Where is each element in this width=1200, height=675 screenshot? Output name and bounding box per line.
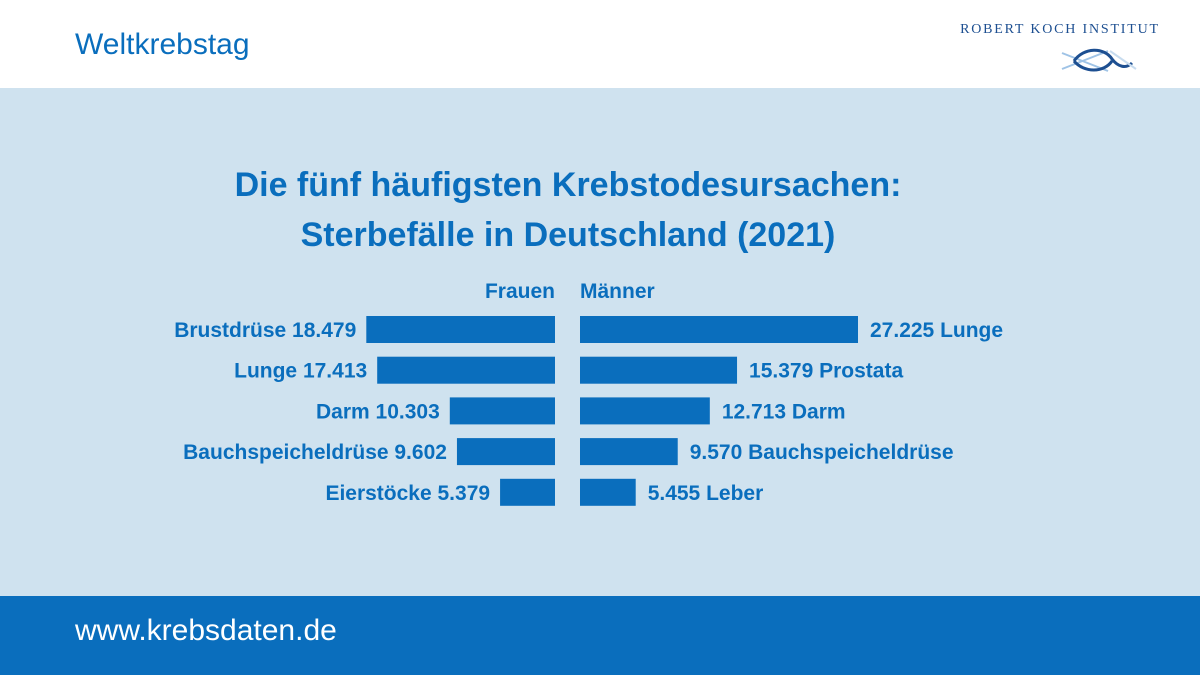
label-maenner-5: 5.455 Leber bbox=[648, 482, 764, 505]
chart-panel: Die fünf häufigsten Krebstodesursachen: … bbox=[0, 88, 1200, 596]
rki-logo: ROBERT KOCH INSTITUT bbox=[960, 22, 1160, 77]
chart-title-line-1: Die fünf häufigsten Krebstodesursachen: bbox=[234, 166, 902, 204]
label-frauen-4: Bauchspeicheldrüse 9.602 bbox=[183, 441, 447, 464]
legend-frauen: Frauen bbox=[485, 280, 555, 303]
chart-title-line-2: Sterbefälle in Deutschland (2021) bbox=[300, 216, 836, 254]
footer-bar: www.krebsdaten.de bbox=[0, 596, 1200, 675]
bar-frauen-4 bbox=[456, 438, 555, 466]
label-maenner-1: 27.225 Lunge bbox=[870, 319, 1003, 342]
label-frauen-2: Lunge 17.413 bbox=[234, 360, 367, 383]
header-title: Weltkrebstag bbox=[75, 28, 250, 61]
bar-maenner-3 bbox=[580, 397, 710, 425]
label-maenner-3: 12.713 Darm bbox=[722, 400, 846, 423]
label-frauen-5: Eierstöcke 5.379 bbox=[325, 482, 490, 505]
label-maenner-2: 15.379 Prostata bbox=[749, 360, 903, 383]
header-bar: Weltkrebstag ROBERT KOCH INSTITUT bbox=[0, 0, 1200, 88]
footer-url: www.krebsdaten.de bbox=[75, 614, 337, 647]
legend-maenner: Männer bbox=[580, 280, 655, 303]
bar-maenner-1 bbox=[580, 316, 858, 343]
bar-maenner-4 bbox=[580, 438, 678, 466]
butterfly-bar-chart: Frauen Männer Brustdrüse 18.479 Lunge 17.41… bbox=[174, 280, 1003, 506]
logo-text: ROBERT KOCH INSTITUT bbox=[960, 22, 1160, 37]
label-maenner-4: 9.570 Bauchspeicheldrüse bbox=[690, 441, 954, 464]
bar-frauen-2 bbox=[377, 356, 555, 384]
bar-frauen-3 bbox=[449, 397, 555, 425]
bar-maenner-2 bbox=[580, 356, 738, 384]
label-frauen-3: Darm 10.303 bbox=[316, 400, 440, 423]
bar-maenner-5 bbox=[580, 478, 636, 506]
bar-frauen-5 bbox=[500, 478, 555, 506]
label-frauen-1: Brustdrüse 18.479 bbox=[174, 319, 356, 342]
chart-title: Die fünf häufigsten Krebstodesursachen: … bbox=[0, 160, 1136, 260]
logo-mark-icon bbox=[1061, 48, 1137, 72]
bar-frauen-1 bbox=[366, 316, 555, 343]
